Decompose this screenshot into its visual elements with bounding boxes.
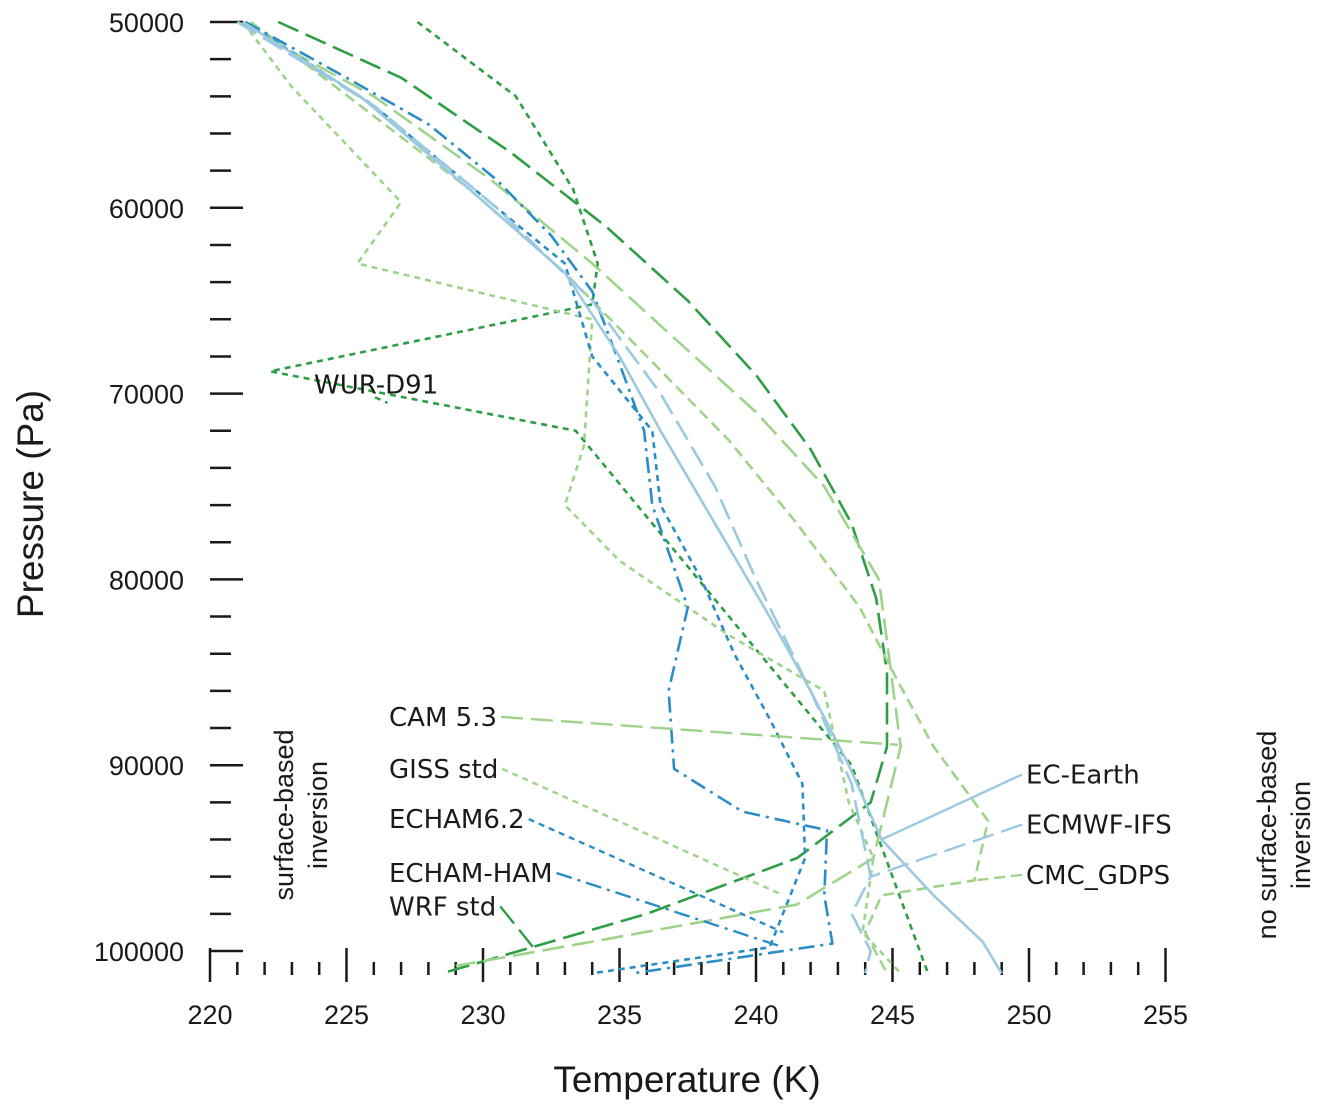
y-tick-label: 50000 <box>109 8 184 38</box>
y-tick-label: 100000 <box>94 937 184 967</box>
tick-labels: 50000 60000 70000 80000 90000 100000 220 225 230… <box>94 8 1188 1030</box>
label-pointers <box>374 396 1023 954</box>
x-tick-label: 220 <box>187 1000 232 1030</box>
major-ticks <box>208 20 1167 982</box>
series-line-ec-earth <box>242 20 1003 974</box>
series-label: ECHAM-HAM <box>389 859 553 889</box>
series-label: EC-Earth <box>1026 760 1140 790</box>
label-pointer <box>528 817 784 934</box>
series-line-cam-5-3 <box>236 20 903 968</box>
series-line-wur-d91 <box>268 20 930 974</box>
x-axis-title: Temperature (K) <box>553 1059 820 1100</box>
label-pointer <box>881 773 1023 841</box>
x-tick-label: 230 <box>460 1000 505 1030</box>
right-region-label-line2: inversion <box>1286 781 1316 889</box>
series-label: WRF std <box>389 892 496 922</box>
series-label: ECMWF-IFS <box>1026 811 1172 841</box>
label-pointer <box>870 823 1023 878</box>
x-tick-label: 235 <box>597 1000 642 1030</box>
label-pointer <box>499 905 539 954</box>
x-tick-label: 225 <box>324 1000 369 1030</box>
series-labels: WUR-D91 WRF std CAM 5.3 GISS std CMC_GDPS ECH… <box>314 370 1172 922</box>
series-label: GISS std <box>389 755 498 785</box>
left-region-label-line2: inversion <box>303 761 333 869</box>
series-line-echam-ham <box>244 20 834 975</box>
left-region-label-line1: surface-based <box>269 729 299 900</box>
series-line-wrf-std <box>277 20 889 975</box>
y-tick-label: 80000 <box>109 565 184 595</box>
label-pointer <box>974 873 1023 882</box>
x-tick-label: 240 <box>733 1000 778 1030</box>
series-label: WUR-D91 <box>314 370 438 400</box>
y-tick-label: 70000 <box>109 380 184 410</box>
right-region-label-line1: no surface-based <box>1252 731 1282 940</box>
series-label: CAM 5.3 <box>389 703 497 733</box>
x-tick-label: 255 <box>1143 1000 1188 1030</box>
x-tick-label: 250 <box>1006 1000 1051 1030</box>
y-tick-label: 60000 <box>109 194 184 224</box>
series-line-ecmwf-ifs <box>236 20 873 974</box>
series-lines <box>236 20 1003 975</box>
series-label: ECHAM6.2 <box>389 805 525 835</box>
series-line-giss-std <box>241 21 902 975</box>
series-label: CMC_GDPS <box>1026 861 1170 891</box>
minor-ticks <box>210 57 1140 975</box>
y-tick-label: 90000 <box>109 751 184 781</box>
y-axis-title: Pressure (Pa) <box>10 390 51 618</box>
label-pointer <box>501 767 784 897</box>
label-pointer <box>374 396 388 404</box>
label-pointer <box>556 871 784 949</box>
label-pointer <box>500 715 899 746</box>
x-tick-label: 245 <box>870 1000 915 1030</box>
